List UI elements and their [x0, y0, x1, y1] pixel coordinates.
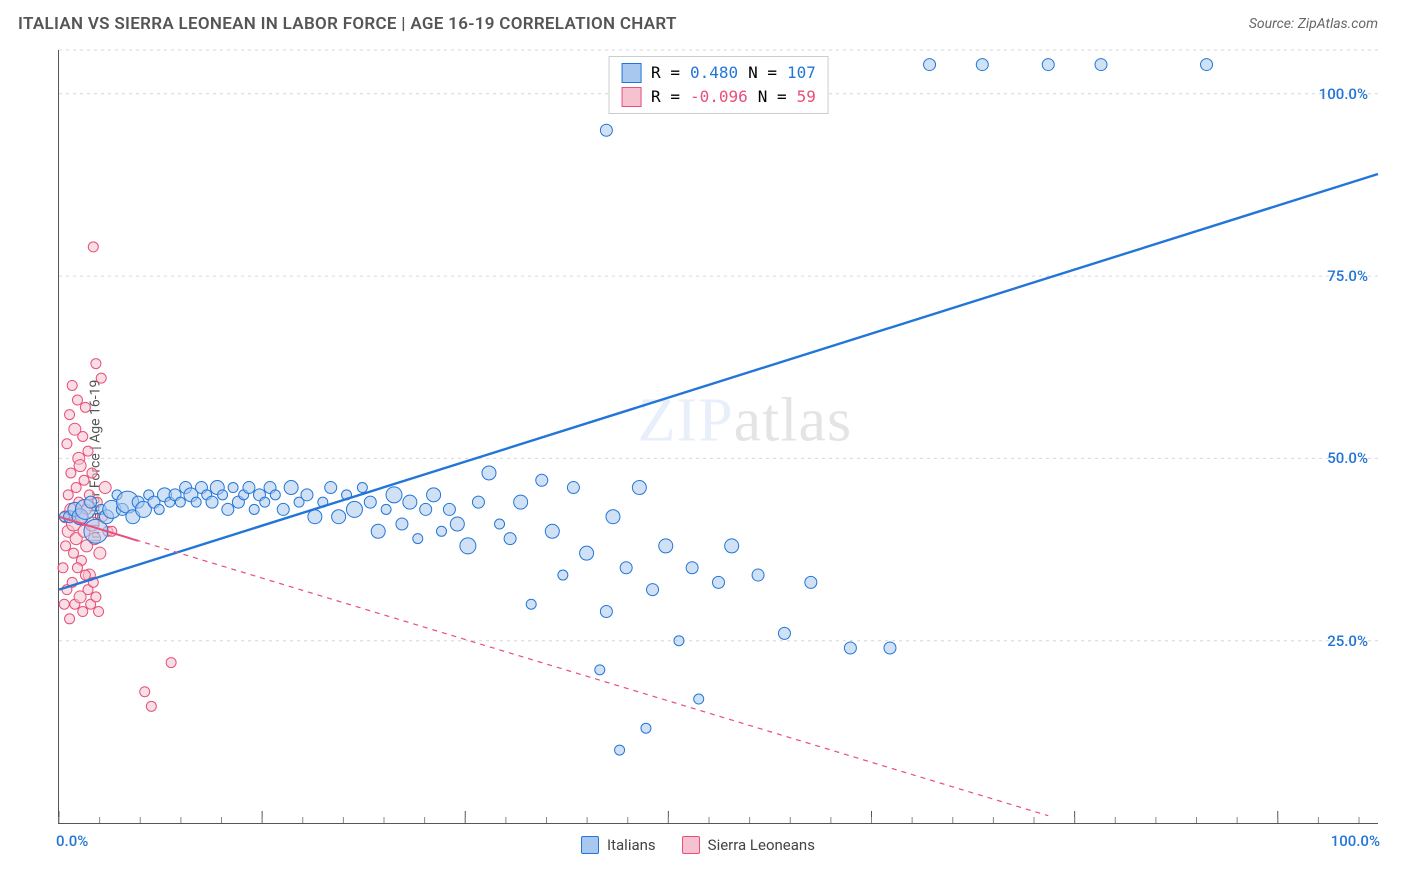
bottom-legend: Italians Sierra Leoneans: [18, 836, 1378, 854]
legend-item-series1: Italians: [581, 836, 656, 854]
y-tick-label: 50.0%: [1327, 449, 1368, 467]
chart-area: In Labor Force | Age 16-19 ZIPatlas R = …: [18, 50, 1378, 872]
y-tick-label: 75.0%: [1327, 267, 1368, 285]
swatch-series2-icon: [621, 87, 641, 107]
chart-title: ITALIAN VS SIERRA LEONEAN IN LABOR FORCE…: [18, 14, 677, 34]
legend-swatch-series2-icon: [682, 836, 700, 854]
stats-legend: R = 0.480 N = 107 R = -0.096 N = 59: [608, 56, 829, 114]
stats-row-series1: R = 0.480 N = 107: [621, 61, 816, 85]
y-tick-label: 100.0%: [1319, 85, 1368, 103]
legend-swatch-series1-icon: [581, 836, 599, 854]
chart-svg: [59, 50, 1378, 823]
legend-label-series1: Italians: [607, 836, 656, 854]
source-attribution: Source: ZipAtlas.com: [1249, 16, 1378, 32]
plot-region: ZIPatlas R = 0.480 N = 107 R = -0.096 N …: [58, 50, 1378, 824]
stats-row-series2: R = -0.096 N = 59: [621, 85, 816, 109]
legend-item-series2: Sierra Leoneans: [682, 836, 815, 854]
y-tick-label: 25.0%: [1327, 632, 1368, 650]
legend-label-series2: Sierra Leoneans: [708, 836, 815, 854]
swatch-series1-icon: [621, 63, 641, 83]
